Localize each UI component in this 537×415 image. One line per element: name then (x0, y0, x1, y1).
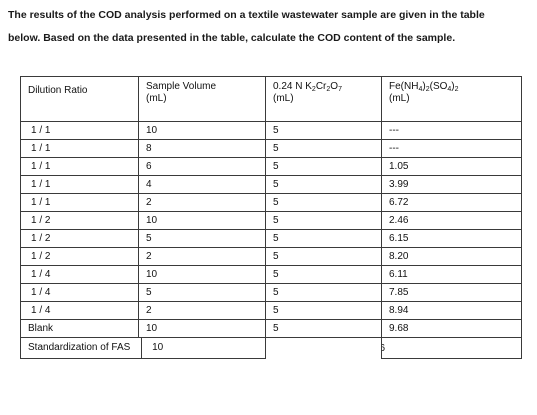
table-row: 1 / 1 2 5 6.72 (20, 193, 522, 212)
header-fas-label: Fe(NH4)2(SO4)2 (389, 81, 459, 93)
table-row: 1 / 1 8 5 --- (20, 139, 522, 158)
cell-dichromate: 5 (265, 121, 382, 140)
cell-dilution-ratio: 1 / 2 (20, 247, 139, 266)
table-row: 1 / 1 4 5 3.99 (20, 175, 522, 194)
dichromate-sub-2: 2 (326, 86, 331, 93)
standardization-volume: 10 (141, 338, 163, 358)
cell-dichromate: 5 (265, 319, 382, 338)
standardization-row: Standardization of FAS 10 19.86 (20, 337, 522, 359)
cell-sample-volume: 5 (138, 229, 266, 248)
header-dilution-label: Dilution Ratio (28, 85, 88, 96)
cell-fas: --- (381, 121, 522, 140)
header-fas: Fe(NH4)2(SO4)2 (mL) (381, 76, 522, 122)
cell-dichromate: 5 (265, 175, 382, 194)
intro-text: The results of the COD analysis performe… (8, 4, 533, 50)
table-row: 1 / 2 10 5 2.46 (20, 211, 522, 230)
cell-dichromate: 5 (265, 157, 382, 176)
cell-dichromate: 5 (265, 283, 382, 302)
fas-sub-4: 2 (454, 86, 459, 93)
cell-dilution-ratio: 1 / 1 (20, 139, 139, 158)
intro-line-1: The results of the COD analysis performe… (8, 9, 485, 21)
cell-sample-volume: 2 (138, 301, 266, 320)
cell-sample-volume: 10 (138, 265, 266, 284)
table-row: 1 / 2 2 5 8.20 (20, 247, 522, 266)
cell-fas: 8.20 (381, 247, 522, 266)
standardization-cell: Standardization of FAS 10 (20, 337, 266, 359)
cod-results-table: Dilution Ratio Sample Volume (mL) 0.24 N… (20, 76, 522, 359)
cell-dichromate: 5 (265, 229, 382, 248)
table-row: 1 / 1 10 5 --- (20, 121, 522, 140)
fas-sub-2: 2 (425, 86, 430, 93)
cell-fas: 6.11 (381, 265, 522, 284)
table-footer: Standardization of FAS 10 19.86 (20, 337, 522, 359)
cell-fas: 3.99 (381, 175, 522, 194)
cell-dichromate: 5 (265, 211, 382, 230)
cell-sample-volume: 2 (138, 247, 266, 266)
table-header: Dilution Ratio Sample Volume (mL) 0.24 N… (20, 76, 522, 122)
cell-dilution-ratio: 1 / 1 (20, 157, 139, 176)
cell-dilution-ratio: Blank (20, 319, 139, 338)
fas-text-c: (SO (429, 81, 448, 92)
dichromate-text-a: 0.24 N K (273, 81, 312, 92)
cell-dichromate: 5 (265, 265, 382, 284)
header-fas-unit: (mL) (389, 93, 410, 104)
table-row-blank: Blank 10 5 9.68 (20, 319, 522, 338)
header-sample-unit: (mL) (146, 93, 167, 104)
table-row: 1 / 4 5 5 7.85 (20, 283, 522, 302)
table-row: 1 / 4 10 5 6.11 (20, 265, 522, 284)
standardization-empty-cell (265, 337, 382, 359)
cell-dilution-ratio: 1 / 4 (20, 301, 139, 320)
cell-sample-volume: 5 (138, 283, 266, 302)
cell-dilution-ratio: 1 / 4 (20, 283, 139, 302)
cell-dichromate: 5 (265, 139, 382, 158)
cell-fas: 1.05 (381, 157, 522, 176)
cell-dichromate: 5 (265, 247, 382, 266)
cell-fas: 7.85 (381, 283, 522, 302)
table-row: 1 / 4 2 5 8.94 (20, 301, 522, 320)
header-dilution-ratio: Dilution Ratio (20, 76, 139, 122)
cell-dilution-ratio: 1 / 1 (20, 193, 139, 212)
fas-sub-3: 4 (447, 86, 452, 93)
header-row: Dilution Ratio Sample Volume (mL) 0.24 N… (20, 76, 522, 122)
header-dichromate: 0.24 N K2Cr2O7 (mL) (265, 76, 382, 122)
cell-fas: --- (381, 139, 522, 158)
dichromate-text-b: Cr (315, 81, 327, 92)
header-sample-label: Sample Volume (146, 81, 217, 92)
cell-dichromate: 5 (265, 301, 382, 320)
cell-sample-volume: 10 (138, 319, 266, 338)
cell-sample-volume: 10 (138, 211, 266, 230)
standardization-fas: 19.86 (381, 337, 522, 359)
cell-sample-volume: 4 (138, 175, 266, 194)
cell-sample-volume: 2 (138, 193, 266, 212)
cell-fas: 8.94 (381, 301, 522, 320)
cell-sample-volume: 6 (138, 157, 266, 176)
standardization-label: Standardization of FAS (28, 342, 131, 353)
header-sample-volume: Sample Volume (mL) (138, 76, 266, 122)
cell-sample-volume: 8 (138, 139, 266, 158)
cell-fas: 6.15 (381, 229, 522, 248)
cell-sample-volume: 10 (138, 121, 266, 140)
header-dichromate-label: 0.24 N K2Cr2O7 (273, 81, 342, 93)
fas-sub-1: 4 (418, 86, 423, 93)
table-body: 1 / 1 10 5 --- 1 / 1 8 5 --- 1 / 1 6 5 1… (20, 121, 522, 338)
cell-dilution-ratio: 1 / 1 (20, 121, 139, 140)
table-row: 1 / 1 6 5 1.05 (20, 157, 522, 176)
cell-fas: 9.68 (381, 319, 522, 338)
header-dichromate-unit: (mL) (273, 93, 294, 104)
fas-text-d: ) (451, 81, 455, 92)
cell-fas: 2.46 (381, 211, 522, 230)
dichromate-text-c: O (330, 81, 339, 92)
cell-dilution-ratio: 1 / 2 (20, 211, 139, 230)
table-row: 1 / 2 5 5 6.15 (20, 229, 522, 248)
cell-fas: 6.72 (381, 193, 522, 212)
cell-dilution-ratio: 1 / 1 (20, 175, 139, 194)
dichromate-sub-3: 7 (338, 86, 342, 93)
cell-dilution-ratio: 1 / 2 (20, 229, 139, 248)
cell-dichromate: 5 (265, 193, 382, 212)
cell-dilution-ratio: 1 / 4 (20, 265, 139, 284)
fas-text-b: ) (422, 81, 426, 92)
fas-text-a: Fe(NH (389, 81, 419, 92)
intro-line-2: below. Based on the data presented in th… (8, 32, 456, 44)
dichromate-sub-1: 2 (311, 86, 316, 93)
